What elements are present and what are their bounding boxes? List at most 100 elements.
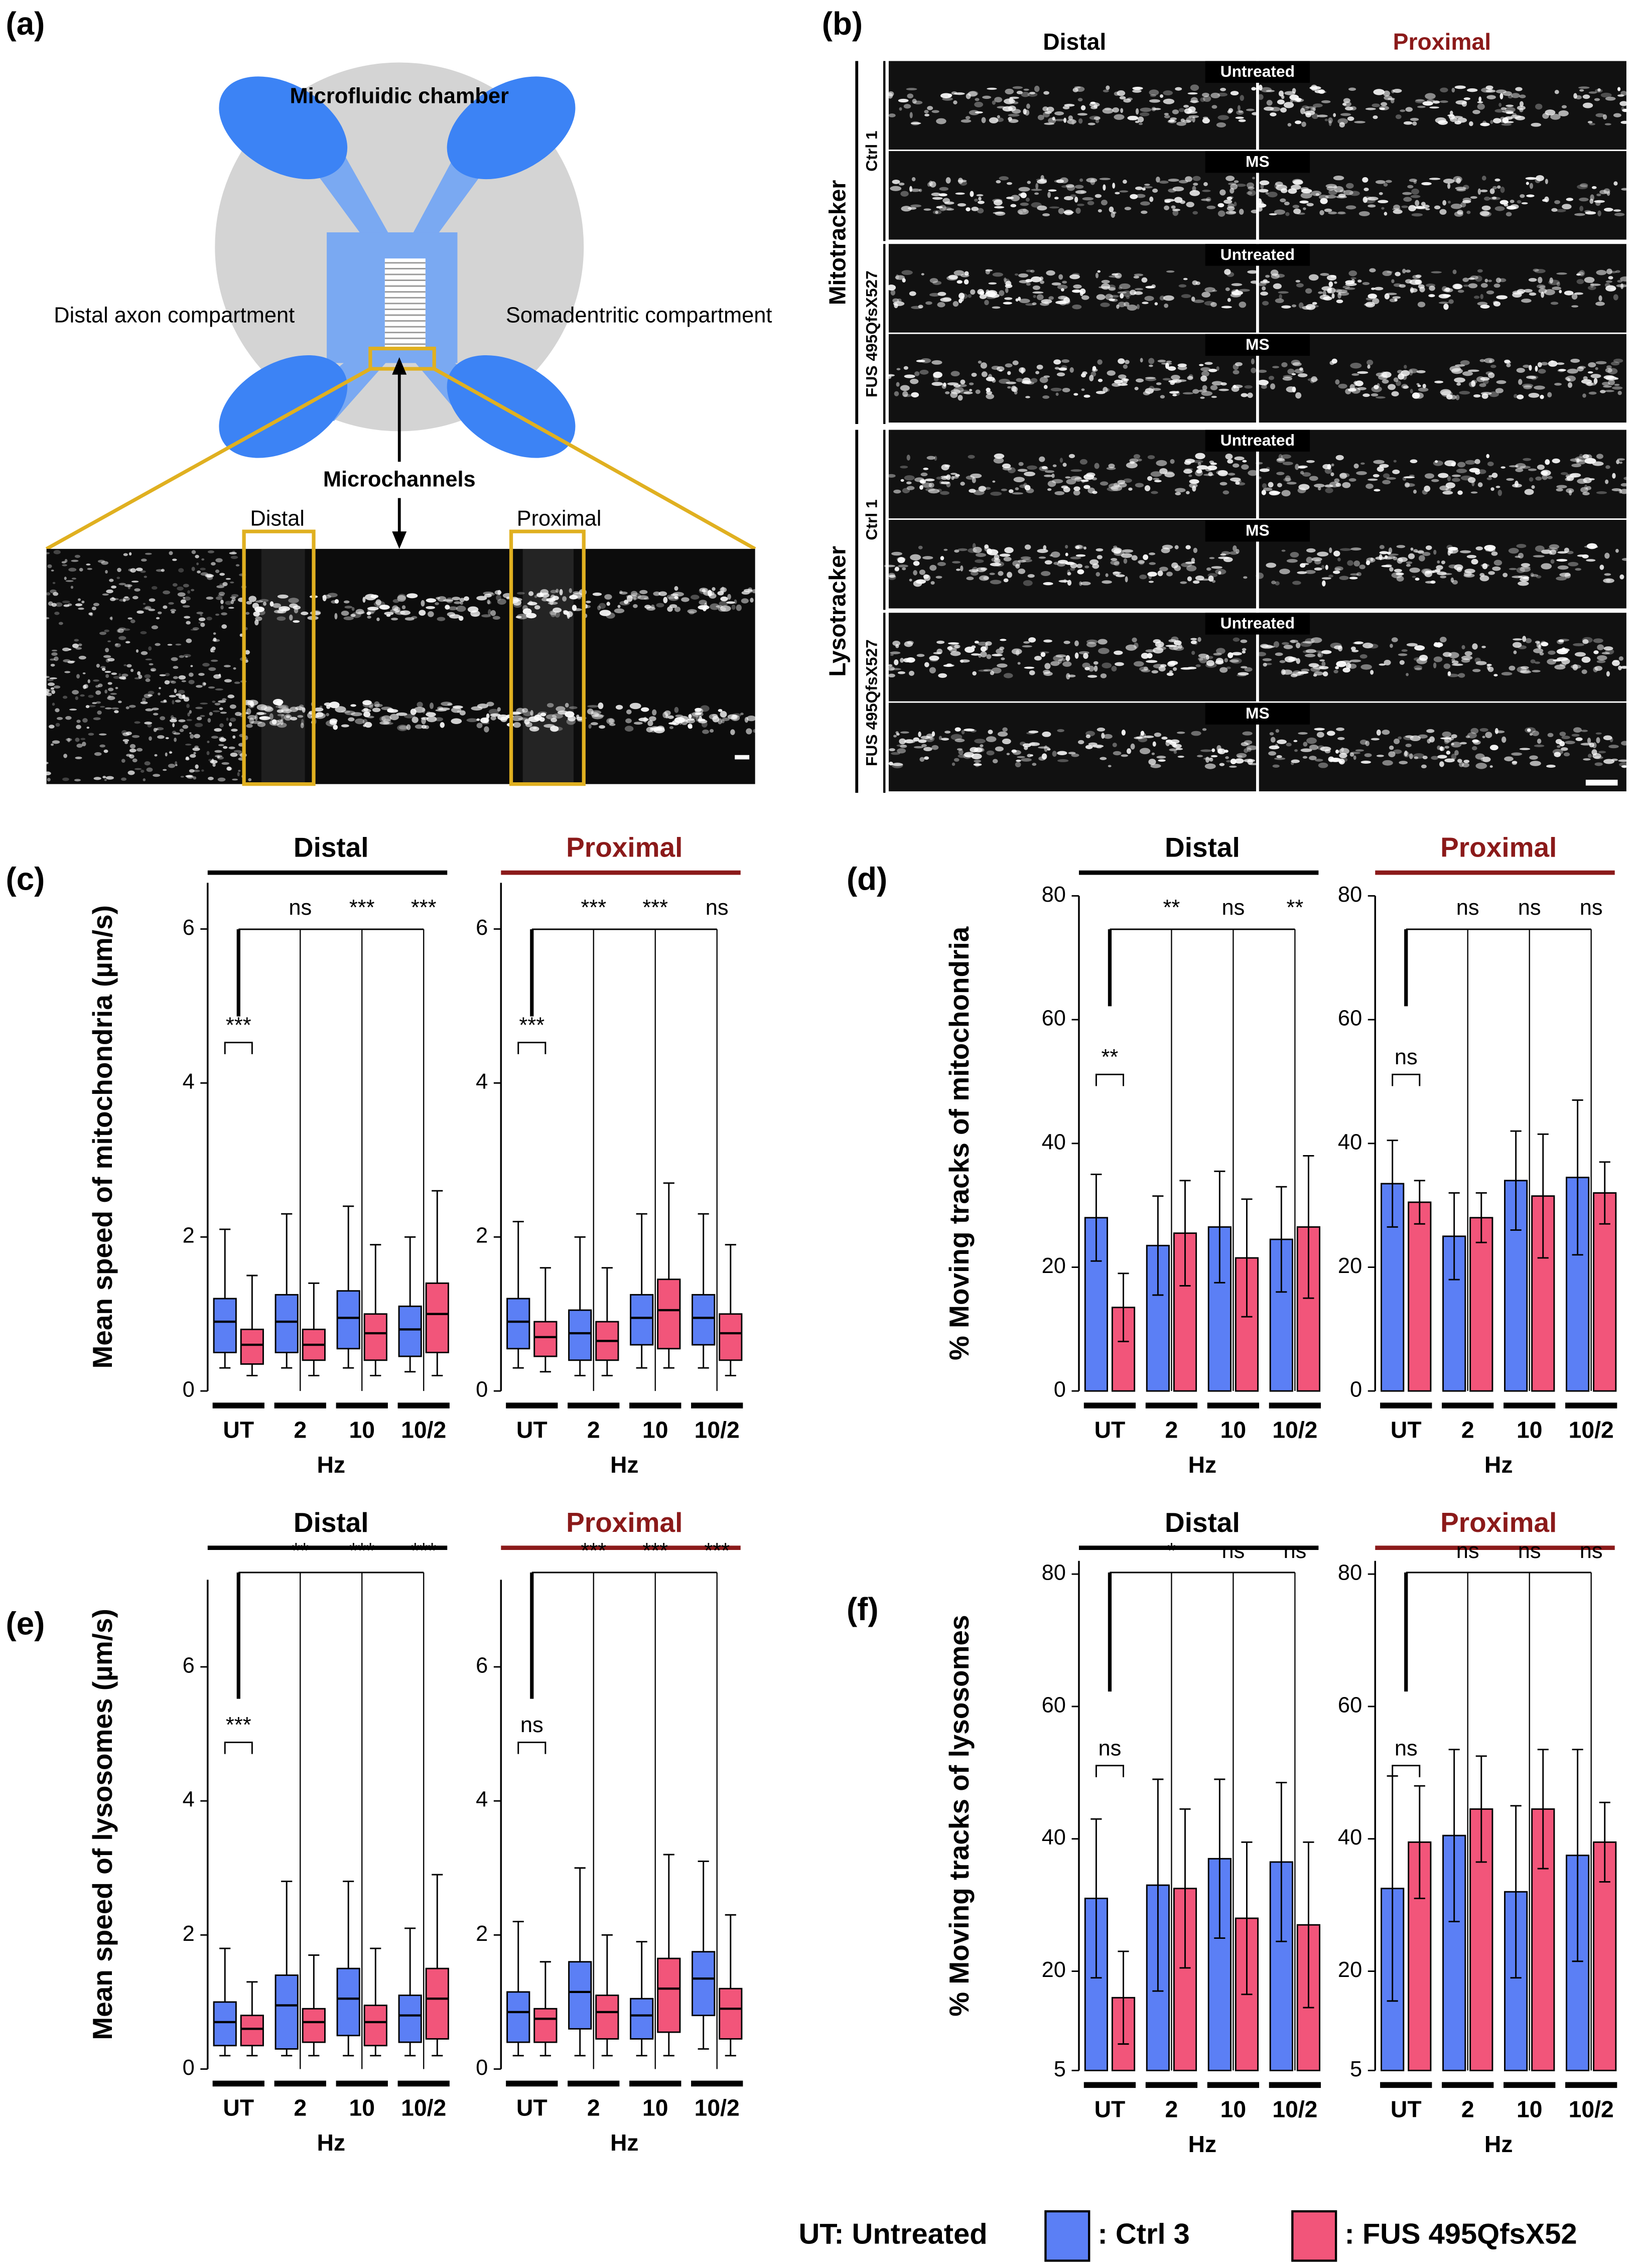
group-title: Proximal — [566, 1507, 682, 1538]
speckle — [1409, 179, 1417, 182]
speckle — [1277, 739, 1287, 744]
speckle — [921, 273, 924, 275]
speckle — [1410, 117, 1419, 121]
speckle — [1080, 105, 1086, 110]
speckle — [1026, 282, 1031, 286]
speckle — [198, 673, 205, 676]
y-tick-label: 20 — [1338, 1958, 1362, 1982]
speckle — [1057, 729, 1064, 733]
speckle — [1062, 280, 1067, 284]
speckle — [1172, 208, 1180, 211]
speckle — [398, 726, 407, 730]
box — [630, 1998, 654, 2040]
speckle — [1095, 272, 1099, 278]
speckle — [924, 478, 935, 482]
speckle — [1136, 378, 1144, 383]
speckle — [196, 612, 204, 615]
speckle — [894, 566, 899, 572]
speckle — [1409, 279, 1421, 285]
speckle — [1351, 649, 1359, 652]
speckle — [960, 379, 966, 385]
speckle — [721, 587, 725, 593]
speckle — [948, 274, 958, 279]
speckle — [178, 568, 184, 573]
speckle — [476, 718, 480, 721]
speckle — [121, 759, 125, 763]
speckle — [1433, 460, 1443, 466]
speckle — [1100, 757, 1107, 760]
y-tick-label: 80 — [1042, 883, 1066, 907]
y-tick-label: 2 — [476, 1224, 488, 1248]
speckle — [1396, 576, 1404, 582]
speckle — [1383, 183, 1388, 187]
speckle — [1202, 92, 1209, 97]
speckle — [1349, 659, 1361, 662]
speckle — [1349, 191, 1360, 196]
speckle — [1011, 385, 1017, 392]
speckle — [105, 648, 109, 653]
speckle — [1480, 122, 1490, 126]
speckle — [1550, 302, 1559, 305]
speckle — [1595, 113, 1605, 117]
speckle — [1486, 665, 1490, 670]
speckle — [1165, 740, 1170, 747]
speckle — [200, 614, 203, 617]
speckle — [1429, 106, 1439, 109]
speckle — [155, 643, 161, 646]
speckle — [625, 718, 632, 724]
speckle — [1492, 566, 1501, 571]
speckle — [1067, 572, 1071, 576]
speckle — [1180, 667, 1192, 670]
x-tick-label: 10/2 — [695, 1416, 740, 1443]
speckle — [1617, 279, 1623, 282]
speckle — [1345, 662, 1351, 669]
speckle — [1012, 492, 1023, 495]
speckle — [1070, 567, 1075, 571]
speckle — [470, 610, 480, 617]
speckle — [142, 697, 146, 702]
speckle — [1300, 187, 1309, 191]
speckle — [1594, 200, 1605, 203]
speckle — [187, 590, 191, 594]
speckle — [1334, 186, 1344, 193]
significance-label: *** — [581, 896, 606, 920]
speckle — [71, 578, 77, 580]
speckle — [1452, 269, 1457, 274]
speckle — [644, 605, 651, 609]
speckle — [1339, 753, 1347, 758]
speckle — [134, 768, 142, 770]
speckle — [1334, 566, 1343, 571]
speckle — [1382, 270, 1392, 276]
significance-label: *** — [642, 1539, 668, 1563]
speckle — [906, 481, 912, 485]
speckle — [1016, 90, 1023, 94]
speckle — [1044, 301, 1049, 305]
speckle — [80, 694, 85, 697]
speckle — [1064, 103, 1075, 107]
speckle — [70, 586, 74, 589]
speckle — [1171, 205, 1176, 209]
speckle — [1024, 666, 1035, 669]
speckle — [1222, 490, 1230, 495]
x-tick-label: 10 — [349, 2095, 374, 2121]
speckle — [1171, 375, 1180, 380]
speckle — [1227, 203, 1235, 209]
box — [336, 1290, 360, 1350]
speckle — [1115, 192, 1120, 195]
speckle — [137, 671, 141, 675]
speckle — [970, 289, 976, 295]
speckle — [1021, 758, 1032, 762]
speckle — [1335, 666, 1339, 669]
speckle — [1613, 358, 1623, 363]
speckle — [1379, 663, 1386, 666]
speckle — [163, 590, 171, 595]
speckle — [958, 749, 964, 755]
speckle — [1512, 292, 1522, 298]
speckle — [1174, 545, 1179, 549]
y-tick-label: 6 — [476, 1653, 488, 1677]
speckle — [1296, 283, 1304, 288]
speckle — [149, 736, 152, 741]
speckle — [1441, 573, 1452, 576]
speckle — [180, 599, 186, 604]
speckle — [1229, 765, 1237, 768]
